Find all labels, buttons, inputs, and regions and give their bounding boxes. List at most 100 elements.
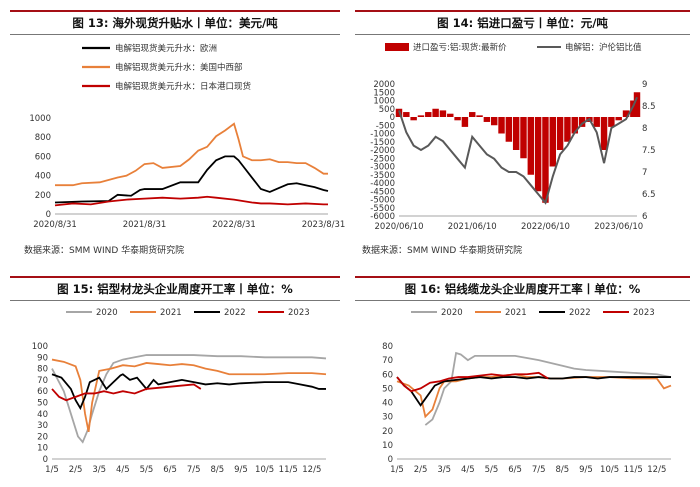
bar [520,117,527,159]
y-tick-label: -500 [376,121,395,131]
x-tick-label: 6/5 [508,465,522,475]
bar [454,117,461,121]
y-tick-label: 1000 [373,97,395,107]
y-tick-label: 600 [35,152,51,162]
chart-title-bar: 图 16: 铝线缆龙头企业周度开工率丨单位：% [355,276,690,301]
x-tick-label: 5/5 [485,465,499,475]
chart-plot-14: 进口盈亏:铝:现货:最新价 电解铝：沪伦铝比值2000150010005000-5… [370,42,656,232]
series-line [51,358,327,433]
y-tick-label: 40 [37,410,48,420]
x-tick-label: 2021/8/31 [123,220,167,230]
y-tick-label: 20 [382,427,393,437]
y2-tick-label: 7 [642,168,647,178]
bar [439,110,447,117]
x-tick-label: 1/5 [390,465,404,475]
x-tick-label: 2020/06/10 [375,222,424,232]
chart-source-14: 数据来源：SMM WIND 华泰期货研究院 [362,246,523,256]
chart-plot-13: 0 200 400 600 800 1000 2020/8/31 2021/8/31 2022/… [29,43,345,230]
legend-swatch [385,43,409,51]
bar [476,115,483,117]
bar [630,100,637,117]
chart-title: 图 14: 铝进口盈亏丨单位：元/吨 [437,16,608,30]
bar [615,117,622,121]
bar [483,117,491,122]
bar [410,117,417,121]
x-tick-label: 4/5 [116,465,130,475]
x-tick-label: 2/5 [69,465,83,475]
y-tick-label: -4000 [370,179,395,189]
x-tick-label: 3/5 [92,465,106,475]
x-tick-label: 3/5 [437,465,451,475]
bar [571,117,578,134]
y-tick-label: 0 [46,210,51,220]
x-tick-label: 2020/8/31 [33,220,77,230]
legend-label: 进口盈亏:铝:现货:最新价 [413,42,507,53]
x-tick-label: 6/5 [163,465,177,475]
x-tick-label: 5/5 [140,465,154,475]
x-tick-label: 1/5 [45,465,59,475]
legend-label: 2020 [441,308,463,318]
series-line [55,122,328,187]
legend-label: 2021 [160,308,182,318]
series-line [54,195,328,207]
bar [403,112,410,117]
y-tick-label: -3000 [370,163,395,173]
legend-label: 2022 [569,308,591,318]
series-line [396,376,671,407]
bar [600,117,608,150]
x-tick-label: 2021/06/10 [448,222,497,232]
y2-tick-label: 6 [642,212,647,222]
legend-label: 电解铝现货美元升水：欧洲 [115,43,217,54]
bar [549,117,557,167]
x-tick-label: 2/5 [414,465,428,475]
legend-label: 2023 [288,308,310,318]
legend-label: 2022 [224,308,246,318]
x-tick-label: 8/5 [556,465,570,475]
y2-tick-label: 7.5 [642,146,656,156]
x-tick-label: 2022/06/10 [521,222,570,232]
bar [505,117,513,142]
x-tick-label: 9/5 [234,465,248,475]
y-tick-label: 80 [37,365,48,375]
legend-label: 电解铝现货美元升水：美国中西部 [115,62,243,73]
y-tick-label: 20 [37,432,48,442]
bar [593,117,600,127]
bar [564,117,571,142]
y-tick-label: 50 [382,384,393,394]
series-line [396,371,549,393]
bar [512,117,520,150]
y-tick-label: -4500 [370,187,395,197]
bar [425,112,432,117]
series-line [424,351,672,426]
chart-title: 图 16: 铝线缆龙头企业周度开工率丨单位：% [404,282,641,296]
y-tick-label: -1500 [370,138,395,148]
x-tick-label: 2022/8/31 [212,220,256,230]
bar [622,110,630,117]
bar [490,117,498,126]
y-tick-label: 400 [35,172,51,182]
x-tick-label: 10/5 [600,465,619,475]
chart-title-bar: 图 15: 铝型材龙头企业周度开工率丨单位：% [10,276,340,301]
series-line [51,373,326,411]
bar [556,117,564,150]
y-tick-label: -3500 [370,171,395,181]
x-tick-label: 2023/8/31 [302,220,346,230]
y-tick-label: 90 [37,353,48,363]
y-tick-label: 70 [37,376,48,386]
legend-label: 电解铝现货美元升水：日本港口现货 [115,81,252,92]
y-tick-label: 0 [390,113,395,123]
chart-title-bar: 图 13: 海外现货升贴水丨单位：美元/吨 [10,10,340,35]
y-tick-label: 40 [382,399,393,409]
y-tick-label: -5000 [370,196,395,206]
y-tick-label: 60 [37,387,48,397]
bar [469,112,476,117]
y-tick-label: -5500 [370,204,395,214]
x-tick-label: 7/5 [532,465,546,475]
bar [432,108,439,117]
y-tick-label: 500 [379,105,395,115]
y-tick-label: -2500 [370,154,395,164]
y2-tick-label: 8.5 [642,102,656,112]
bar [633,92,641,117]
y-tick-label: -1000 [370,130,395,140]
